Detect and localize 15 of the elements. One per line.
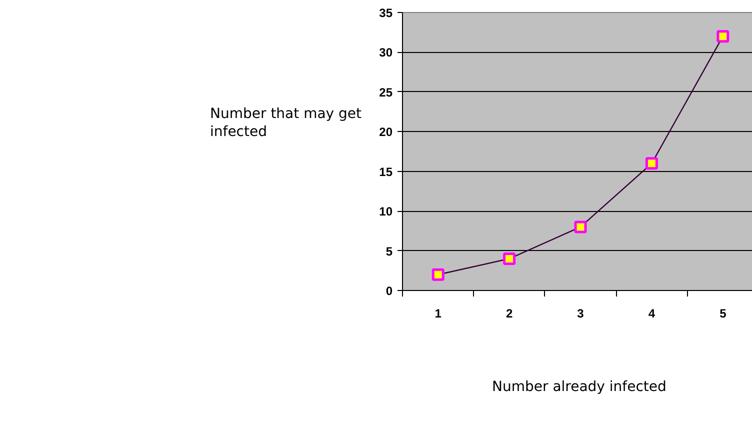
y-tick-label: 35 [379,6,393,20]
y-tick-label: 20 [379,125,393,140]
y-axis-title: Number that may get infected [210,106,362,140]
x-tick-label: 4 [648,306,656,320]
y-tick-label: 5 [386,244,393,258]
x-tick-label: 2 [506,306,513,320]
y-tick-label: 0 [386,284,393,298]
y-tick-label: 10 [379,204,393,219]
x-tick-label: 3 [577,306,584,320]
x-tick-label: 5 [720,306,727,320]
y-tick-label: 30 [379,46,393,60]
y-tick-label: 25 [379,85,393,100]
y-tick-label: 15 [379,164,393,179]
x-axis-title: Number already infected [492,378,666,397]
x-tick-label: 1 [434,306,442,320]
